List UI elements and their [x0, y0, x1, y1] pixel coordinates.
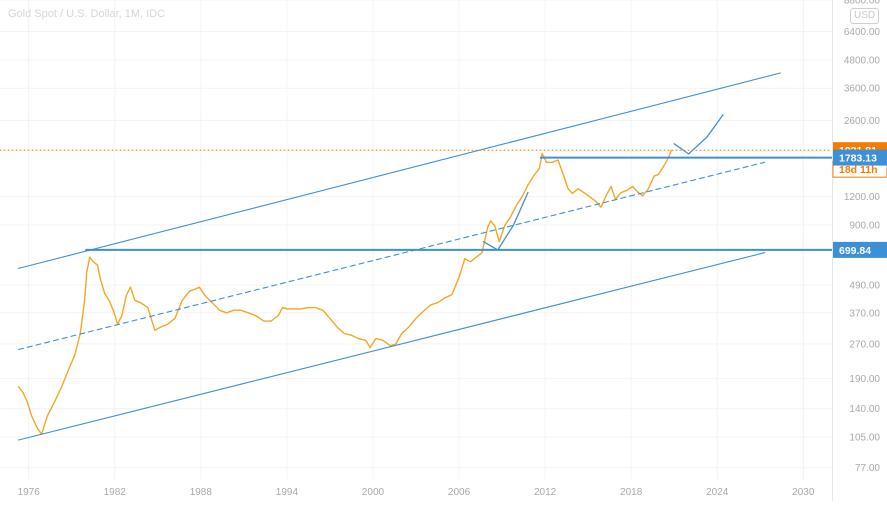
y-tick-label: 2600.00: [844, 116, 881, 127]
price-tag-label: 18d 11h: [839, 164, 878, 176]
projection-curve-7: [673, 114, 724, 155]
y-tick-label: 8800.00: [844, 0, 881, 7]
price-tag-label: 1783.13: [839, 153, 877, 165]
price-tag-level: [833, 241, 887, 258]
grid: [0, 0, 832, 480]
series-layer: [0, 72, 833, 441]
price-tag-label: 699.84: [839, 245, 871, 257]
projection-curve-6: [482, 191, 529, 251]
chart-title: Gold Spot / U.S. Dollar, 1M, IDC: [8, 8, 166, 20]
x-tick-label: 2030: [792, 487, 815, 498]
price-tag-level: [833, 149, 887, 166]
x-tick-label: 2006: [448, 487, 471, 498]
channel-line-1: [18, 72, 781, 269]
y-tick-label: 270.00: [849, 339, 880, 350]
currency-badge[interactable]: USD: [850, 8, 880, 24]
x-tick-label: 1976: [18, 487, 41, 498]
price-series-0: [17, 149, 672, 435]
x-tick-label: 2000: [362, 487, 385, 498]
y-tick-label: 490.00: [849, 281, 880, 292]
y-tick-label: 370.00: [849, 308, 880, 319]
y-tick-label: 77.00: [855, 463, 880, 474]
y-tick-label: 900.00: [849, 221, 880, 232]
y-tick-label: 140.00: [849, 404, 880, 415]
y-tick-label: 105.00: [849, 433, 880, 444]
x-tick-label: 2018: [620, 487, 643, 498]
x-tick-label: 1982: [104, 487, 127, 498]
channel-line-2: [18, 161, 766, 351]
x-tick-label: 2012: [534, 487, 557, 498]
y-tick-label: 3600.00: [844, 84, 881, 95]
y-tick-label: 4800.00: [844, 55, 881, 66]
y-tick-label: 190.00: [849, 374, 880, 385]
channel-line-3: [18, 252, 766, 441]
axis-layer: 1976 1982 1988 1994 2000 2006 2012 2018 2024 2030…: [18, 0, 881, 501]
x-tick-label: 2024: [706, 487, 729, 498]
y-tick-label: 1200.00: [844, 192, 881, 203]
x-tick-label: 1994: [276, 487, 299, 498]
x-tick-label: 1988: [190, 487, 213, 498]
y-tick-label: 6400.00: [844, 27, 881, 38]
